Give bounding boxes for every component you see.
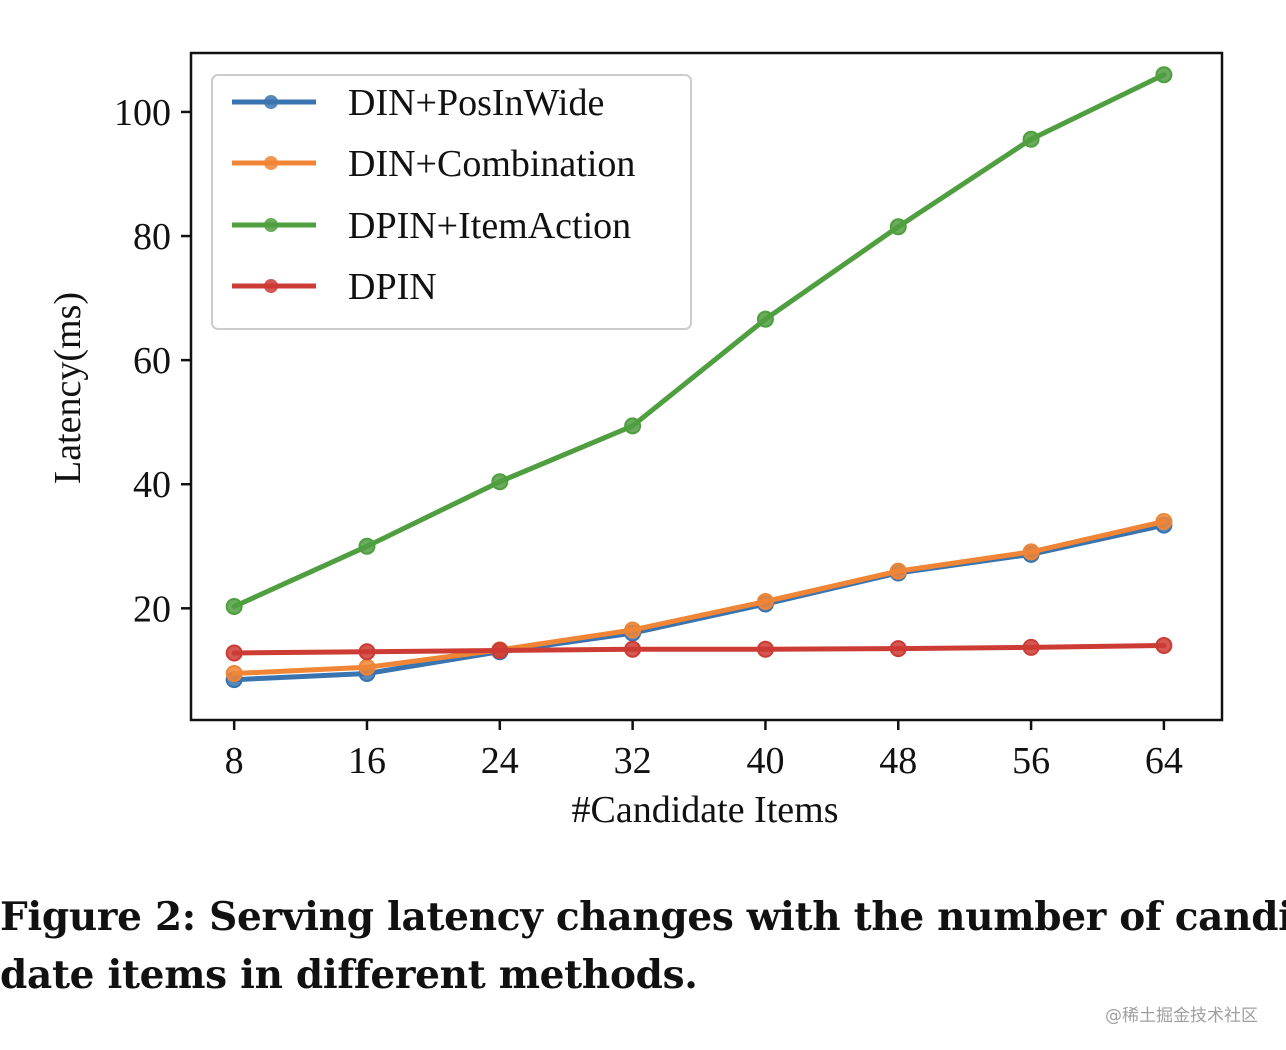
point-dpin-40 xyxy=(756,640,774,658)
point-dpin-24 xyxy=(491,642,509,660)
legend-box xyxy=(211,74,692,330)
legend-label-dpin-itemaction: DPIN+ItemAction xyxy=(348,205,631,247)
legend-swatch-marker-dpin-itemaction xyxy=(264,218,278,232)
caption-line-2: date items in different methods. xyxy=(0,952,698,998)
legend-item-dpin: DPIN xyxy=(232,266,437,308)
point-din-combination-32 xyxy=(624,621,642,639)
legend: DIN+PosInWide DIN+Combination DPIN+ItemAct… xyxy=(211,74,692,330)
legend-label-din-combination: DIN+Combination xyxy=(348,143,635,185)
legend-label-dpin: DPIN xyxy=(348,266,437,308)
legend-swatch-marker-dpin xyxy=(264,279,278,293)
y-tick-label-100: 100 xyxy=(114,92,171,134)
y-tick-label-40: 40 xyxy=(133,464,171,506)
series-line-dpin-itemaction xyxy=(231,72,1167,609)
plot-frame xyxy=(189,51,1224,722)
series-din-combination xyxy=(225,512,1173,682)
point-din-combination-40 xyxy=(756,592,774,610)
point-dpin-itemaction-8 xyxy=(225,597,243,615)
x-tick-label-64: 64 xyxy=(1145,740,1183,782)
point-dpin-56 xyxy=(1022,638,1040,656)
legend-item-din-combination: DIN+Combination xyxy=(232,143,635,185)
point-dpin-itemaction-32 xyxy=(624,417,642,435)
y-tick-label-80: 80 xyxy=(133,216,171,258)
y-axis-title: Latency(ms) xyxy=(47,292,89,484)
x-tick-label-8: 8 xyxy=(225,740,244,782)
figure-caption: Figure 2: Serving latency changes with t… xyxy=(0,888,1286,1004)
point-din-combination-48 xyxy=(889,562,907,580)
axis-layer: 8 16 24 32 40 48 56 64 20 40 60 80 100 xyxy=(114,92,1183,782)
point-dpin-8 xyxy=(225,644,243,662)
legend-swatch-marker-din-posinwide xyxy=(264,95,278,109)
x-tick-label-48: 48 xyxy=(879,740,917,782)
legend-swatch-marker-din-combination xyxy=(264,156,278,170)
point-dpin-itemaction-56 xyxy=(1022,130,1040,148)
point-dpin-itemaction-40 xyxy=(756,310,774,328)
point-din-combination-8 xyxy=(225,664,243,682)
point-din-combination-56 xyxy=(1022,543,1040,561)
series-line-dpin xyxy=(231,643,1167,656)
x-tick-label-40: 40 xyxy=(746,740,784,782)
latency-line-chart: 8 16 24 32 40 48 56 64 20 40 60 80 100 #Candidate It… xyxy=(47,51,1224,831)
point-din-combination-64 xyxy=(1155,512,1173,530)
point-dpin-itemaction-64 xyxy=(1155,66,1173,84)
point-dpin-itemaction-16 xyxy=(358,537,376,555)
series-dpin-itemaction xyxy=(225,66,1173,615)
point-dpin-64 xyxy=(1155,637,1173,655)
y-tick-label-20: 20 xyxy=(133,588,171,630)
legend-label-din-posinwide: DIN+PosInWide xyxy=(348,82,604,124)
point-dpin-16 xyxy=(358,643,376,661)
legend-item-dpin-itemaction: DPIN+ItemAction xyxy=(232,205,631,247)
series-line-din-combination xyxy=(231,519,1167,676)
point-dpin-32 xyxy=(624,640,642,658)
point-din-combination-16 xyxy=(358,658,376,676)
caption-line-1: Figure 2: Serving latency changes with t… xyxy=(0,894,1286,940)
y-tick-label-60: 60 xyxy=(133,340,171,382)
x-axis-title: #Candidate Items xyxy=(572,789,839,831)
legend-item-din-posinwide: DIN+PosInWide xyxy=(232,82,604,124)
x-tick-label-32: 32 xyxy=(614,740,652,782)
x-tick-label-16: 16 xyxy=(348,740,386,782)
series-dpin xyxy=(225,637,1173,662)
series-layer xyxy=(225,66,1173,689)
x-tick-label-56: 56 xyxy=(1012,740,1050,782)
watermark: @稀土掘金技术社区 xyxy=(1105,1006,1258,1026)
point-dpin-itemaction-24 xyxy=(491,473,509,491)
point-dpin-itemaction-48 xyxy=(889,218,907,236)
x-tick-label-24: 24 xyxy=(481,740,519,782)
point-dpin-48 xyxy=(889,640,907,658)
